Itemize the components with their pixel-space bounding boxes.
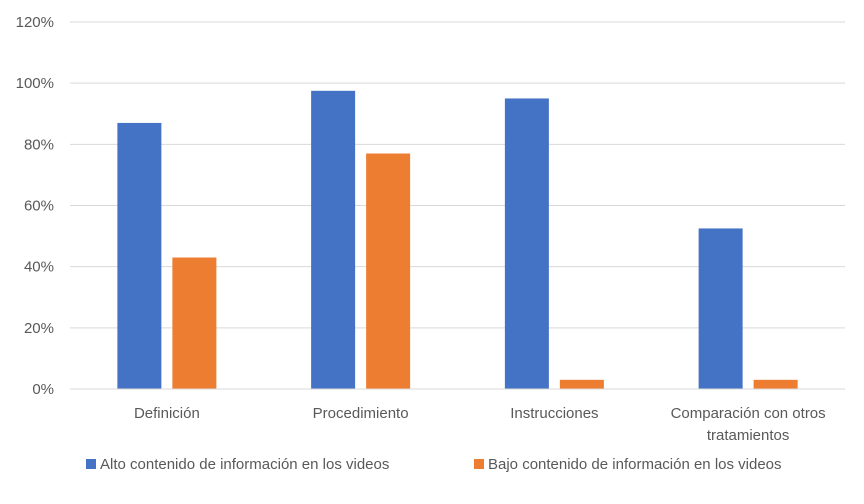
bar-alto-2 — [504, 98, 549, 389]
y-tick-label: 20% — [24, 320, 54, 337]
legend-label: Bajo contenido de información en los vid… — [488, 456, 782, 473]
bars — [117, 90, 798, 390]
x-tick-label: Definición — [134, 405, 200, 422]
legend-swatch — [474, 459, 484, 469]
bar-alto-1 — [311, 90, 356, 389]
y-tick-label: 40% — [24, 259, 54, 276]
y-tick-label: 100% — [16, 75, 54, 92]
bar-alto-3 — [698, 228, 743, 389]
bar-bajo-0 — [172, 257, 217, 389]
bar-bajo-2 — [559, 379, 604, 389]
x-axis-tick-labels: Definición Procedimiento Instrucciones Comp… — [134, 405, 826, 444]
y-tick-label: 120% — [16, 14, 54, 31]
y-tick-label: 60% — [24, 198, 54, 215]
legend-swatch — [86, 459, 96, 469]
bar-bajo-3 — [753, 379, 798, 389]
x-tick-label: Instrucciones — [510, 405, 598, 422]
y-tick-label: 80% — [24, 136, 54, 153]
legend: Alto contenido de información en los vid… — [86, 456, 782, 473]
bar-bajo-1 — [366, 153, 411, 389]
x-tick-label: Comparación con otros tratamientos — [671, 405, 826, 444]
y-axis-tick-labels: 0% 20% 40% 60% 80% 100% 120% — [16, 14, 54, 398]
bar-alto-0 — [117, 122, 162, 390]
legend-label: Alto contenido de información en los vid… — [100, 456, 389, 473]
y-tick-label: 0% — [32, 381, 54, 398]
x-tick-label: Procedimiento — [313, 405, 409, 422]
